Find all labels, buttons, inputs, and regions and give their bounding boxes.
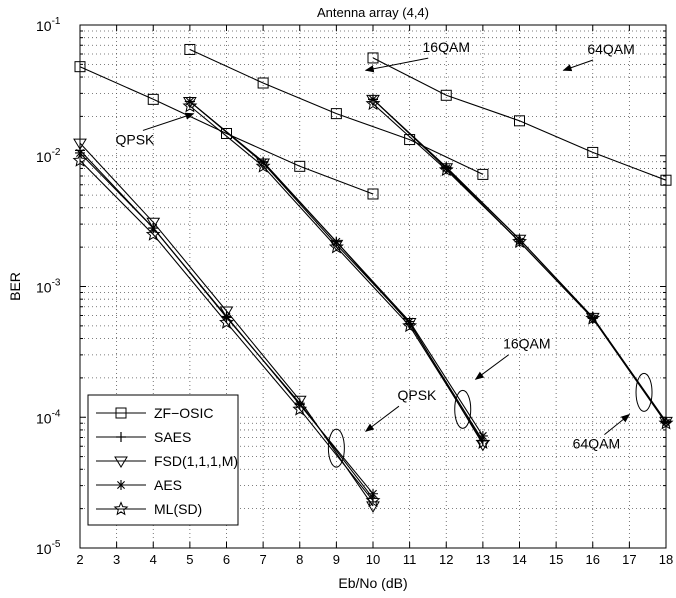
data-point-zf-osic-64qam bbox=[514, 115, 525, 127]
legend-marker bbox=[113, 501, 129, 516]
data-point-zf-osic-qpsk bbox=[147, 93, 159, 105]
x-tick-label: 15 bbox=[549, 552, 563, 567]
annotation-arrow bbox=[142, 112, 195, 131]
legend-marker bbox=[115, 407, 127, 419]
x-tick-label: 3 bbox=[113, 552, 120, 567]
annotation-label: 16QAM bbox=[503, 336, 550, 352]
x-tick-label: 8 bbox=[296, 552, 303, 567]
annotations: 16QAM 64QAM QPSK 16QAM QPSK 64QAM bbox=[115, 39, 653, 468]
x-axis-label: Eb/No (dB) bbox=[338, 575, 407, 591]
data-point-aes-16qam bbox=[258, 157, 269, 168]
series-line-ml-sd-qpsk bbox=[79, 160, 374, 502]
data-point-zf-osic-qpsk bbox=[367, 188, 379, 200]
data-point-zf-osic-16qam bbox=[330, 108, 342, 120]
y-tick-label: 10-2 bbox=[36, 147, 61, 165]
data-point-zf-osic-qpsk bbox=[294, 160, 306, 172]
annotation-arrow bbox=[364, 405, 400, 432]
series-line-fsd-1-1-1-m-qpsk bbox=[79, 142, 374, 507]
data-point-ml-sd-16qam bbox=[402, 318, 418, 333]
x-tick-label: 17 bbox=[622, 552, 636, 567]
x-tick-label: 9 bbox=[333, 552, 340, 567]
annotation-arrow bbox=[364, 57, 429, 73]
x-tick-label: 18 bbox=[659, 552, 673, 567]
data-point-ml-sd-16qam bbox=[255, 158, 271, 173]
x-tick-label: 16 bbox=[586, 552, 600, 567]
data-point-ml-sd-64qam bbox=[585, 310, 601, 325]
legend-marker bbox=[114, 456, 128, 468]
data-point-ml-sd-64qam bbox=[438, 162, 454, 177]
series-line-zf-osic-64qam bbox=[372, 57, 667, 181]
data-point-ml-sd-16qam bbox=[182, 98, 198, 113]
curve-group-ellipse bbox=[454, 389, 472, 429]
data-point-zf-osic-16qam bbox=[477, 168, 489, 180]
data-point-aes-16qam bbox=[184, 96, 195, 107]
y-axis-label: BER bbox=[7, 272, 23, 301]
x-tick-label: 11 bbox=[403, 552, 417, 567]
series-line-ml-sd-64qam bbox=[372, 103, 667, 424]
data-point-fsd-1-1-1-m-qpsk bbox=[219, 306, 234, 318]
legend-label: ZF−OSIC bbox=[154, 405, 214, 421]
data-point-aes-qpsk bbox=[294, 399, 305, 410]
annotation-label: 16QAM bbox=[423, 39, 470, 55]
data-point-ml-sd-qpsk bbox=[292, 401, 308, 416]
legend-label: AES bbox=[154, 477, 182, 493]
chart-title: Antenna array (4,4) bbox=[317, 5, 429, 20]
data-point-ml-sd-qpsk bbox=[365, 492, 381, 508]
x-tick-label: 10 bbox=[366, 552, 380, 567]
y-tick-label: 10-5 bbox=[36, 539, 61, 557]
legend-marker bbox=[116, 432, 126, 442]
axes: 2 3 4 5 6 7 8 9 10 11 12 13 14 15 16 17 18 10-5 10-4 10-3 10… bbox=[36, 16, 673, 567]
x-tick-label: 12 bbox=[439, 552, 453, 567]
x-tick-label: 6 bbox=[223, 552, 230, 567]
data-point-fsd-1-1-1-m-qpsk bbox=[366, 501, 380, 513]
data-point-fsd-1-1-1-m-qpsk bbox=[146, 217, 161, 230]
data-point-zf-osic-64qam bbox=[367, 52, 379, 64]
data-point-aes-64qam bbox=[368, 94, 378, 105]
data-point-ml-sd-16qam bbox=[328, 239, 344, 254]
annotation-label: QPSK bbox=[397, 387, 437, 403]
annotation-arrow bbox=[562, 59, 594, 72]
legend-marker bbox=[116, 480, 126, 490]
x-tick-label: 5 bbox=[186, 552, 193, 567]
legend-box bbox=[87, 394, 239, 526]
data-point-zf-osic-16qam bbox=[257, 77, 269, 89]
x-tick-label: 14 bbox=[512, 552, 526, 567]
curve-group-ellipse bbox=[635, 372, 653, 412]
annotation-arrow bbox=[474, 354, 510, 380]
legend-label: ML(SD) bbox=[154, 501, 202, 517]
data-point-ml-sd-qpsk bbox=[145, 226, 161, 241]
legend-label: SAES bbox=[154, 429, 191, 445]
data-point-aes-64qam bbox=[441, 163, 452, 174]
series-line-zf-osic-qpsk bbox=[79, 66, 374, 195]
x-tick-label: 4 bbox=[150, 552, 157, 567]
data-point-ml-sd-64qam bbox=[365, 95, 381, 111]
data-point-zf-osic-64qam bbox=[587, 146, 599, 158]
y-tick-label: 10-4 bbox=[36, 408, 61, 426]
series-line-zf-osic-16qam bbox=[189, 48, 484, 175]
series-line-ml-sd-16qam bbox=[189, 105, 484, 443]
data-point-zf-osic-16qam bbox=[184, 43, 196, 55]
data-point-ml-sd-64qam bbox=[512, 233, 527, 249]
data-point-zf-osic-qpsk bbox=[221, 127, 232, 139]
x-tick-label: 13 bbox=[476, 552, 490, 567]
legend-label: FSD(1,1,1,M) bbox=[154, 453, 238, 469]
y-tick-label: 10-3 bbox=[36, 278, 61, 296]
annotation-label: 64QAM bbox=[587, 41, 634, 57]
curve-group-ellipse bbox=[327, 428, 345, 468]
data-point-zf-osic-64qam bbox=[440, 89, 452, 101]
data-point-ml-sd-16qam bbox=[475, 434, 491, 449]
data-point-aes-16qam bbox=[404, 316, 415, 327]
annotation-label: 64QAM bbox=[573, 436, 620, 452]
legend: ZF−OSIC SAES FSD(1,1,1,M) AES ML(SD) bbox=[87, 394, 239, 526]
x-tick-label: 2 bbox=[76, 552, 83, 567]
x-tick-label: 7 bbox=[260, 552, 267, 567]
annotation-label: QPSK bbox=[115, 131, 155, 147]
annotation-arrow bbox=[604, 413, 631, 436]
grid bbox=[80, 25, 666, 548]
y-tick-label: 10-1 bbox=[36, 16, 61, 34]
data-point-ml-sd-qpsk bbox=[219, 314, 234, 329]
